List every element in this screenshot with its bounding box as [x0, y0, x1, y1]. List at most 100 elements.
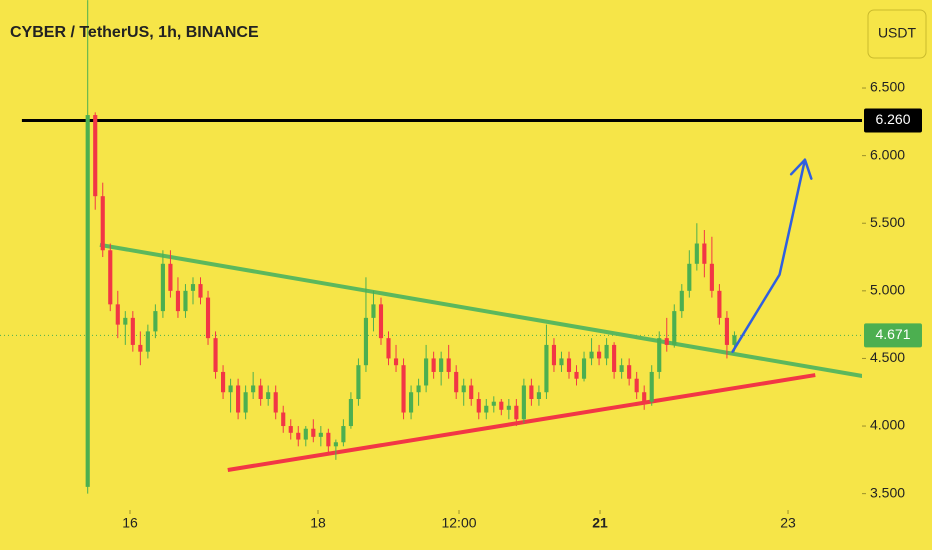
candle-body [266, 392, 271, 399]
candle-body [461, 385, 466, 393]
price-tag-label: 4.671 [875, 326, 910, 342]
candle-body [175, 290, 181, 312]
candle-body [356, 365, 361, 399]
x-tick-label: 21 [592, 515, 608, 531]
candle-body [160, 263, 165, 312]
candle-body [657, 338, 662, 372]
candle-body [559, 358, 564, 366]
candle-body [634, 378, 639, 393]
candle-body [108, 250, 113, 305]
candle-body [476, 398, 481, 413]
candle-body [566, 358, 572, 372]
candle-body [401, 365, 406, 413]
candle-body [153, 311, 158, 332]
candle-body [303, 428, 308, 440]
price-tag-label: 6.260 [875, 111, 910, 127]
candle-body [551, 344, 557, 366]
currency-button[interactable] [867, 9, 927, 59]
candle-body [145, 331, 150, 352]
candle-body [115, 304, 120, 325]
y-tick-label: 4.000 [870, 417, 905, 433]
candle-body [431, 358, 436, 372]
candle-body [288, 426, 293, 433]
candle-body [130, 317, 135, 345]
candle-body [446, 358, 451, 372]
arrow [731, 158, 813, 353]
candle-body [386, 338, 391, 359]
candle-body [597, 351, 602, 359]
candle-body [717, 290, 722, 318]
candle-body [491, 401, 496, 406]
candle-body [514, 405, 519, 420]
candle-body [612, 344, 617, 372]
x-tick-label: 12:00 [441, 515, 476, 531]
candle-body [190, 284, 196, 291]
x-tick-label: 18 [310, 515, 326, 531]
candle-body [521, 385, 526, 420]
candle-body [363, 317, 369, 366]
y-tick-label: 4.500 [870, 349, 905, 365]
candle-body [326, 432, 331, 447]
price-tag [864, 323, 922, 348]
candle-body [341, 426, 346, 443]
candle-body [273, 392, 278, 413]
x-tick-label: 23 [780, 515, 796, 531]
candle-body [506, 405, 511, 410]
y-tick-label: 6.000 [870, 146, 905, 162]
candle-body [642, 392, 647, 402]
candle-body [694, 243, 699, 264]
candle-body [393, 358, 399, 366]
candle-body [424, 358, 429, 386]
candle-body [627, 365, 632, 379]
plot-area [0, 0, 862, 494]
chart-title: CYBER / TetherUS, 1h, BINANCE [10, 24, 259, 41]
candle-body [619, 365, 624, 372]
candle-body [499, 401, 504, 410]
candle-body [574, 371, 579, 379]
candle-body [371, 304, 376, 318]
candle-body [213, 338, 218, 372]
candle-body [529, 385, 534, 399]
candle-body [679, 290, 684, 312]
candle-body [649, 371, 654, 402]
y-tick-label: 5.000 [870, 282, 905, 298]
candle-body [672, 311, 677, 345]
candle-body [536, 392, 541, 399]
price-tag [864, 108, 922, 133]
candle-body [311, 428, 316, 437]
candle-body [258, 385, 263, 399]
y-tick-label: 5.500 [870, 214, 905, 230]
candle-body [544, 344, 549, 393]
y-tick-label: 6.500 [870, 79, 905, 95]
candle-body [100, 196, 105, 251]
y-tick-label: 3.500 [870, 484, 905, 500]
candle-body [687, 263, 692, 291]
candle-body [702, 243, 707, 264]
candle-body [168, 263, 173, 291]
trendline [227, 373, 816, 472]
candle-body [281, 412, 286, 427]
candle-body [93, 115, 98, 197]
candle-body [709, 263, 714, 291]
candle-body [251, 385, 256, 393]
candle-body [318, 432, 323, 437]
candle-body [589, 351, 594, 359]
trendline [99, 242, 862, 378]
candle-body [183, 290, 188, 312]
candle-body [454, 371, 459, 393]
candle-body [85, 115, 90, 487]
candle-body [581, 358, 587, 379]
candle-body [333, 442, 338, 447]
candle-body [439, 358, 444, 372]
candle-body [243, 392, 248, 413]
candle-body [469, 385, 474, 399]
currency-label[interactable]: USDT [878, 25, 917, 41]
candle-body [220, 371, 226, 393]
candle-body [409, 392, 414, 413]
candle-body [236, 385, 241, 413]
candle-body [296, 432, 301, 440]
candle-body [348, 398, 353, 427]
candle-body [604, 344, 609, 359]
